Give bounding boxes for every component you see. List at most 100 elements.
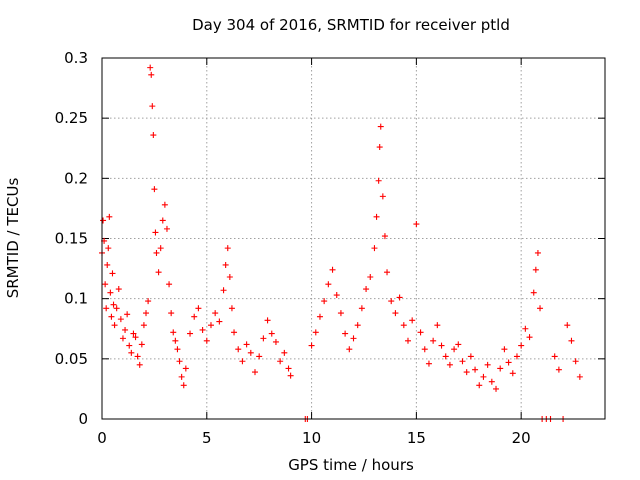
data-point [513, 353, 520, 360]
data-point [159, 217, 166, 224]
data-point [124, 311, 131, 318]
data-point [138, 341, 145, 348]
data-point [425, 360, 432, 367]
chart-title: Day 304 of 2016, SRMTID for receiver ptl… [192, 16, 510, 34]
data-point [312, 329, 319, 336]
data-point [329, 266, 336, 273]
data-point [105, 245, 112, 252]
data-point [451, 346, 458, 353]
data-point [115, 286, 122, 293]
data-point [376, 144, 383, 151]
data-point [308, 342, 315, 349]
data-point [438, 342, 445, 349]
data-point [446, 361, 453, 368]
data-point [130, 330, 137, 337]
data-point [140, 322, 147, 329]
data-point [203, 337, 210, 344]
data-point [480, 373, 487, 380]
data-point [136, 361, 143, 368]
data-point [110, 301, 117, 308]
data-point [149, 103, 156, 110]
data-point [126, 342, 133, 349]
data-point [239, 358, 246, 365]
data-points [99, 64, 583, 422]
data-point [102, 281, 109, 288]
data-point [497, 365, 504, 372]
data-point [109, 270, 116, 277]
data-point [174, 346, 181, 353]
data-point [235, 346, 242, 353]
data-point [472, 366, 479, 373]
data-point [333, 292, 340, 299]
data-point [199, 326, 206, 333]
data-point [224, 245, 231, 252]
data-point [363, 286, 370, 293]
data-point [216, 318, 223, 325]
data-point [316, 313, 323, 320]
y-axis-ticks: 0 0.05 0.1 0.15 0.2 0.25 0.3 [55, 49, 605, 428]
data-point [281, 349, 288, 356]
data-point [153, 249, 160, 256]
data-point [509, 370, 516, 377]
data-point [555, 366, 562, 373]
data-point [388, 298, 395, 305]
data-point [147, 64, 154, 71]
data-point [392, 310, 399, 317]
data-point [134, 353, 141, 360]
y-tick-label: 0.15 [55, 230, 88, 248]
data-point [100, 217, 107, 224]
y-tick-label: 0.2 [64, 169, 88, 187]
data-point [442, 353, 449, 360]
data-point [404, 337, 411, 344]
data-point [375, 177, 382, 184]
data-point [476, 382, 483, 389]
data-point [325, 281, 332, 288]
data-point [564, 322, 571, 329]
data-point [568, 337, 575, 344]
data-point [287, 372, 294, 379]
data-point [373, 213, 380, 220]
data-point [518, 342, 525, 349]
data-point [350, 335, 357, 342]
data-point [207, 322, 214, 329]
data-point [168, 310, 175, 317]
data-point [421, 346, 428, 353]
data-point [103, 305, 110, 312]
data-point [128, 349, 135, 356]
data-point [148, 71, 155, 78]
data-point [371, 245, 378, 252]
data-point [182, 365, 189, 372]
data-point [488, 378, 495, 385]
data-point [264, 317, 271, 324]
data-point [321, 298, 328, 305]
data-point [108, 313, 115, 320]
y-tick-label: 0.1 [64, 290, 88, 308]
data-point [272, 338, 279, 345]
x-axis-title: GPS time / hours [288, 456, 414, 474]
data-point [161, 201, 168, 208]
data-point [396, 294, 403, 301]
data-point [256, 353, 263, 360]
x-tick-label: 5 [202, 429, 212, 447]
x-tick-label: 20 [512, 429, 531, 447]
data-point [113, 305, 120, 312]
data-point [434, 322, 441, 329]
data-point [222, 261, 229, 268]
data-point [155, 269, 162, 276]
grid-lines [102, 58, 605, 419]
data-point [409, 317, 416, 324]
data-point [152, 229, 159, 236]
data-point [111, 322, 118, 329]
x-axis-ticks: 0 5 10 15 20 [97, 58, 531, 447]
data-point [195, 305, 202, 312]
data-point [534, 249, 541, 256]
data-point [400, 322, 407, 329]
data-point [337, 310, 344, 317]
y-axis-title: SRMTID / TECUs [4, 178, 22, 299]
data-point [191, 313, 198, 320]
data-point [484, 361, 491, 368]
data-point [384, 269, 391, 276]
data-point [459, 358, 466, 365]
data-point [342, 330, 349, 337]
data-point [526, 334, 533, 341]
